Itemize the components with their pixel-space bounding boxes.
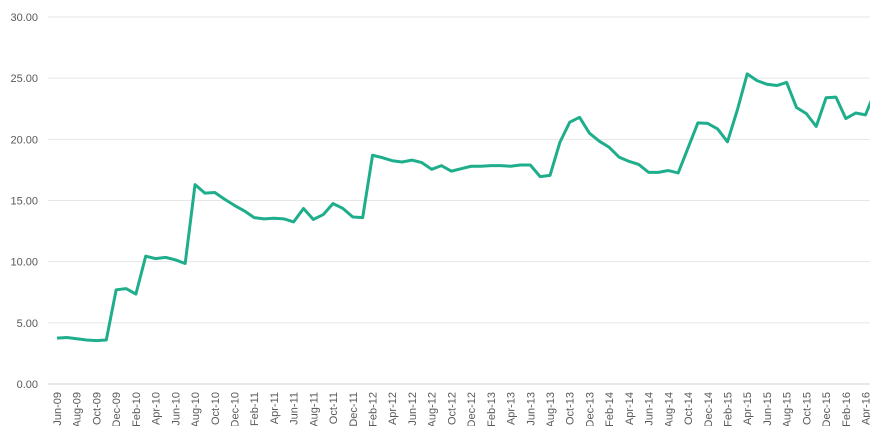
- x-tick-label: Feb-12: [368, 392, 380, 426]
- y-tick-label: 30.00: [10, 12, 38, 24]
- x-tick-label: Dec-09: [111, 392, 123, 426]
- x-tick-label: Aug-10: [190, 392, 202, 426]
- y-tick-label: 20.00: [10, 134, 38, 146]
- x-tick-label: Apr-11: [269, 392, 281, 424]
- y-tick-label: 0.00: [17, 379, 38, 391]
- x-tick-label: Apr-15: [742, 392, 754, 425]
- x-tick-label: Apr-16: [861, 392, 870, 425]
- x-tick-label: Apr-12: [387, 392, 399, 425]
- x-tick-label: Aug-11: [308, 392, 320, 426]
- x-tick-label: Jun-14: [644, 392, 656, 426]
- x-tick-label: Oct-13: [565, 392, 577, 425]
- x-tick-label: Oct-14: [683, 392, 695, 425]
- x-tick-label: Oct-11: [328, 392, 340, 424]
- x-tick-label: Aug-13: [545, 392, 557, 426]
- x-tick-label: Jun-12: [407, 392, 419, 426]
- x-tick-label: Feb-14: [604, 392, 616, 426]
- x-tick-label: Apr-10: [151, 392, 163, 425]
- x-tick-label: Aug-12: [427, 392, 439, 426]
- x-tick-label: Feb-16: [841, 392, 853, 426]
- x-tick-label: Dec-15: [821, 392, 833, 426]
- y-tick-label: 25.00: [10, 73, 38, 85]
- x-tick-label: Dec-11: [348, 392, 360, 426]
- x-tick-label: Jun-09: [52, 392, 64, 426]
- x-tick-label: Jun-13: [525, 392, 537, 426]
- x-tick-label: Aug-15: [782, 392, 794, 426]
- y-tick-label: 10.00: [10, 257, 38, 269]
- x-tick-label: Apr-14: [624, 392, 636, 425]
- x-tick-label: Aug-09: [72, 392, 84, 426]
- x-tick-label: Dec-10: [229, 392, 241, 426]
- x-tick-label: Dec-14: [703, 392, 715, 426]
- x-tick-label: Feb-10: [131, 392, 143, 426]
- x-tick-label: Oct-12: [446, 392, 458, 425]
- x-tick-label: Oct-09: [91, 392, 103, 425]
- x-tick-label: Feb-15: [722, 392, 734, 426]
- x-tick-label: Jun-11: [289, 392, 301, 425]
- x-tick-label: Oct-15: [801, 392, 813, 425]
- x-tick-label: Jun-10: [170, 392, 182, 426]
- x-tick-label: Feb-13: [486, 392, 498, 426]
- x-tick-label: Dec-12: [466, 392, 478, 426]
- y-tick-label: 5.00: [17, 318, 38, 330]
- x-tick-label: Apr-13: [506, 392, 518, 425]
- x-tick-label: Jun-15: [762, 392, 774, 426]
- x-tick-label: Aug-14: [663, 392, 675, 426]
- x-tick-label: Oct-10: [210, 392, 222, 425]
- y-tick-label: 15.00: [10, 196, 38, 208]
- data-line: [56, 72, 870, 343]
- x-tick-label: Feb-11: [249, 392, 261, 426]
- x-tick-label: Dec-13: [584, 392, 596, 426]
